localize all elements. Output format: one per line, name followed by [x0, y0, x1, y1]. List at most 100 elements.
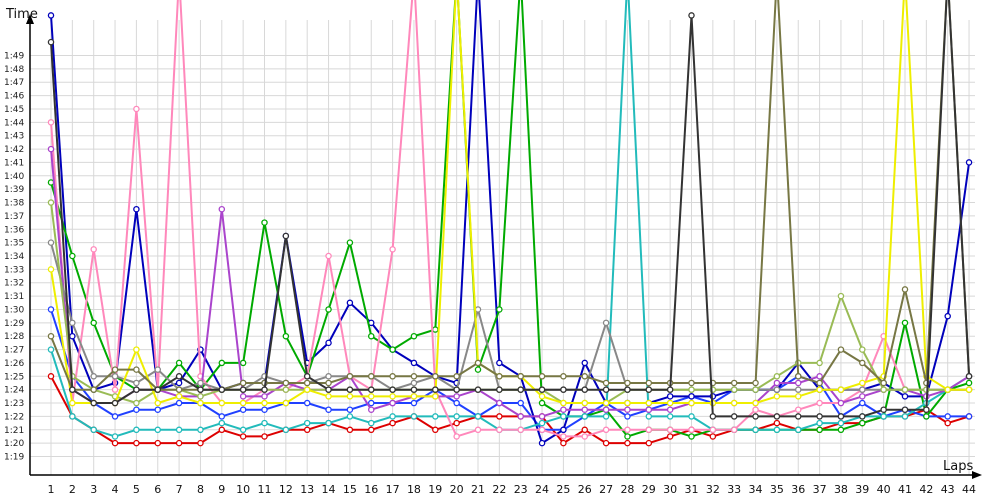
data-point: [261, 386, 268, 393]
data-point: [837, 413, 845, 420]
data-point: [901, 286, 909, 293]
data-point: [880, 386, 887, 393]
data-point: [837, 419, 845, 427]
x-tick-label: 16: [364, 483, 378, 496]
data-point: [69, 332, 76, 340]
data-point: [773, 426, 781, 434]
y-tick-label: 1:41: [4, 158, 24, 168]
data-point: [346, 373, 354, 380]
data-point: [752, 413, 759, 420]
data-point: [367, 406, 375, 413]
data-point: [666, 386, 674, 393]
y-axis-arrow: [26, 14, 34, 24]
data-point: [944, 419, 951, 427]
y-tick-label: 1:47: [4, 78, 24, 88]
data-point: [560, 406, 567, 413]
data-point: [303, 373, 311, 380]
data-point: [282, 386, 290, 393]
data-point: [666, 393, 674, 400]
data-point: [795, 413, 802, 420]
data-point: [624, 386, 631, 393]
y-tick-label: 1:19: [4, 453, 24, 463]
y-tick-label: 1:37: [4, 212, 24, 222]
data-point: [816, 413, 823, 420]
x-tick-label: 20: [450, 483, 464, 496]
data-point: [154, 439, 161, 447]
data-point: [133, 346, 140, 353]
y-tick-label: 1:28: [4, 332, 24, 342]
data-point: [261, 406, 268, 413]
data-point: [666, 433, 674, 440]
x-tick-label: 39: [855, 483, 869, 496]
data-point: [239, 379, 247, 387]
data-point: [624, 413, 631, 420]
y-tick-label: 1:45: [4, 105, 24, 115]
data-point: [69, 399, 76, 407]
data-point: [730, 426, 738, 434]
data-point: [496, 413, 503, 420]
data-point: [773, 393, 781, 400]
y-tick-label: 1:25: [4, 372, 24, 382]
y-tick-label: 1:32: [4, 279, 24, 289]
data-point: [901, 319, 909, 327]
data-point: [197, 393, 204, 400]
data-point: [389, 393, 396, 400]
data-point: [175, 439, 183, 447]
data-point: [816, 373, 823, 380]
data-point: [111, 439, 119, 447]
data-point: [175, 399, 183, 407]
x-tick-label: 24: [535, 483, 549, 496]
data-point: [901, 386, 909, 393]
data-point: [666, 426, 674, 434]
data-point: [47, 12, 55, 19]
data-point: [880, 406, 887, 413]
data-point: [154, 399, 161, 407]
data-point: [261, 419, 268, 427]
data-point: [432, 393, 439, 400]
x-tick-label: 5: [133, 483, 140, 496]
data-point: [752, 426, 759, 434]
data-point: [944, 386, 951, 393]
data-point: [367, 332, 375, 340]
series-line: [50, 0, 971, 445]
x-tick-label: 11: [258, 483, 272, 496]
data-point: [389, 346, 396, 353]
series-line: [50, 0, 971, 391]
data-point: [111, 386, 119, 393]
y-tick-label: 1:33: [4, 265, 24, 275]
data-point: [666, 413, 674, 420]
data-point: [688, 393, 695, 400]
data-point: [453, 373, 460, 380]
data-point: [602, 379, 610, 387]
data-point: [47, 332, 55, 340]
data-point: [538, 426, 546, 434]
data-point: [197, 399, 204, 407]
data-point: [538, 373, 546, 380]
data-point: [773, 386, 781, 393]
x-tick-label: 31: [685, 483, 699, 496]
series-11: [47, 0, 973, 393]
data-point: [367, 399, 375, 407]
data-point: [133, 379, 140, 387]
data-point: [239, 426, 247, 434]
data-point: [410, 393, 418, 400]
data-point: [752, 399, 759, 407]
data-point: [197, 386, 204, 393]
x-tick-label: 13: [300, 483, 314, 496]
data-point: [346, 406, 354, 413]
data-point: [133, 105, 140, 113]
data-point: [261, 219, 268, 226]
data-point: [346, 239, 354, 246]
data-point: [325, 419, 332, 427]
data-point: [730, 386, 738, 393]
data-point: [944, 312, 951, 320]
data-point: [730, 379, 738, 387]
data-point: [859, 413, 866, 420]
data-point: [133, 366, 140, 373]
data-point: [218, 386, 226, 393]
data-point: [538, 439, 546, 447]
x-tick-label: 40: [877, 483, 891, 496]
data-point: [303, 386, 311, 393]
y-tick-label: 1:38: [4, 199, 24, 209]
data-point: [538, 413, 546, 420]
